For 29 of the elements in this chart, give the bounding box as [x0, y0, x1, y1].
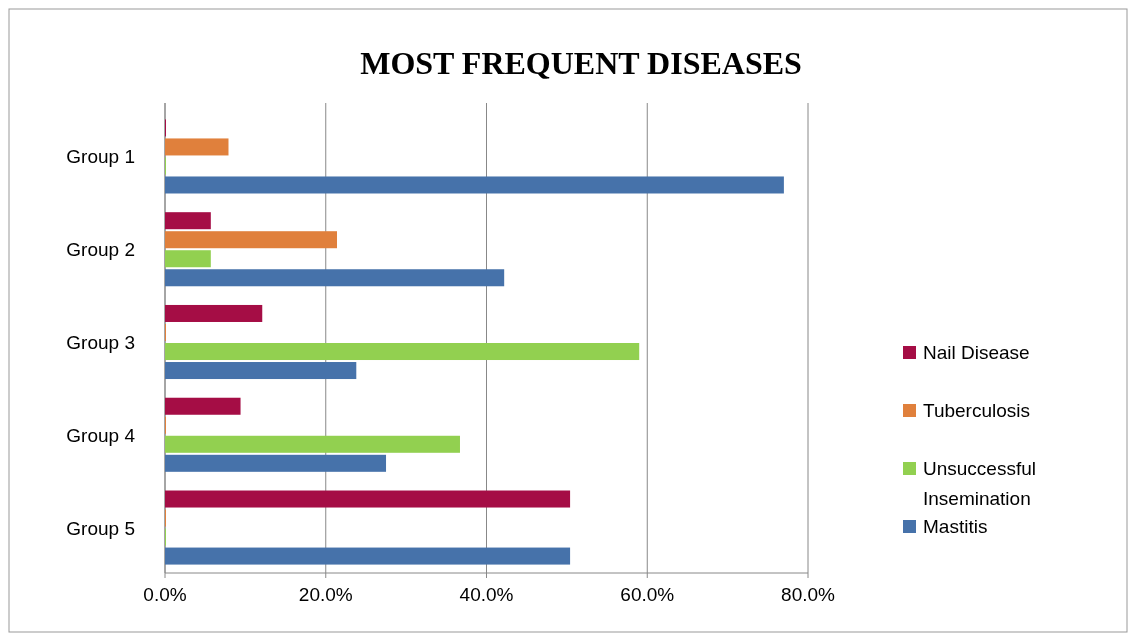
bar: [165, 138, 229, 156]
x-tick-label: 40.0%: [459, 584, 514, 605]
legend-label: Nail Disease: [923, 342, 1030, 363]
bar: [165, 454, 387, 472]
chart-title: MOST FREQUENT DISEASES: [360, 45, 802, 81]
bar: [165, 250, 211, 268]
bar: [165, 212, 211, 230]
bar: [165, 231, 337, 249]
bar: [165, 362, 357, 380]
bar: [165, 343, 640, 361]
y-tick-label: Group 2: [66, 239, 135, 261]
bar: [165, 304, 263, 322]
legend-label: Mastitis: [923, 516, 988, 537]
legend-label: Unsuccessful Insemination: [923, 458, 1036, 509]
bar: [165, 435, 460, 453]
y-tick-label: Group 5: [66, 517, 135, 539]
y-tick-label: Group 4: [66, 424, 136, 446]
bar: [165, 176, 784, 194]
bar: [165, 490, 571, 508]
y-tick-label: Group 1: [66, 146, 135, 168]
bar: [165, 547, 571, 565]
x-tick-label: 20.0%: [298, 584, 353, 605]
x-tick-label: 0.0%: [143, 584, 187, 605]
bar: [165, 269, 505, 287]
bar: [165, 397, 241, 415]
y-tick-label: Group 3: [66, 332, 135, 353]
legend-label: Tuberculosis: [923, 400, 1031, 421]
x-tick-label: 60.0%: [620, 584, 675, 605]
x-tick-label: 80.0%: [781, 584, 836, 605]
